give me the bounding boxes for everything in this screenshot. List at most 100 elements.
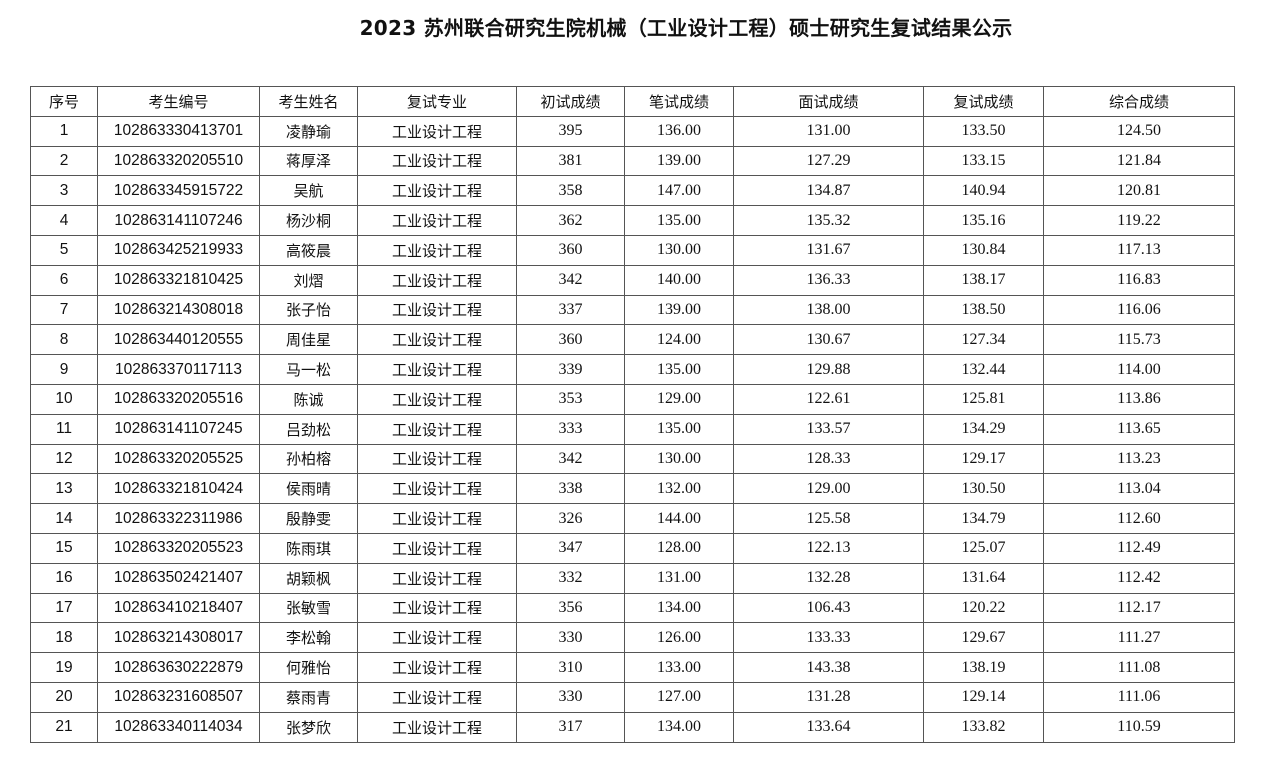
- cell-name: 张子怡: [259, 294, 358, 326]
- cell-major: 工业设计工程: [357, 413, 517, 445]
- table-row: 9 102863370117113 马一松 工业设计工程 339 135.00 129.88…: [30, 354, 1235, 385]
- cell-major: 工业设计工程: [357, 205, 517, 236]
- table-row: 18 102863214308017 李松翰 工业设计工程 330 126.00 133.3…: [30, 622, 1235, 654]
- cell-total-score: 110.59: [1043, 711, 1235, 743]
- cell-prelim-score: 347: [516, 532, 625, 564]
- cell-seq: 13: [30, 473, 98, 505]
- cell-seq: 16: [30, 562, 98, 594]
- cell-major: 工业设计工程: [357, 473, 517, 505]
- table-row: 1 102863330413701 凌静瑜 工业设计工程 395 136.00 131.00…: [30, 115, 1235, 147]
- cell-written-score: 140.00: [624, 264, 734, 296]
- cell-written-score: 130.00: [624, 234, 734, 266]
- cell-candidate-id: 102863321810425: [97, 264, 260, 296]
- cell-retest-score: 133.15: [923, 145, 1044, 177]
- cell-candidate-id: 102863370117113: [97, 354, 260, 385]
- table-row: 21 102863340114034 张梦欣 工业设计工程 317 134.00 133.6…: [30, 711, 1235, 743]
- cell-major: 工业设计工程: [357, 234, 517, 266]
- cell-retest-score: 133.50: [923, 115, 1044, 147]
- cell-name: 陈诚: [259, 383, 358, 415]
- cell-name: 凌静瑜: [259, 115, 358, 147]
- cell-seq: 12: [30, 443, 98, 475]
- cell-name: 张敏雪: [259, 592, 358, 624]
- cell-name: 侯雨晴: [259, 473, 358, 505]
- cell-prelim-score: 337: [516, 294, 625, 326]
- cell-prelim-score: 360: [516, 324, 625, 356]
- cell-interview-score: 131.00: [733, 115, 924, 147]
- cell-interview-score: 143.38: [733, 652, 924, 683]
- cell-interview-score: 129.88: [733, 354, 924, 385]
- table-row: 12 102863320205525 孙柏榕 工业设计工程 342 130.00 128.3…: [30, 443, 1235, 475]
- cell-candidate-id: 102863330413701: [97, 115, 260, 147]
- cell-prelim-score: 317: [516, 711, 625, 743]
- cell-name: 周佳星: [259, 324, 358, 356]
- cell-total-score: 119.22: [1043, 205, 1235, 236]
- page-title: 2023 苏州联合研究生院机械（工业设计工程）硕士研究生复试结果公示: [359, 16, 1013, 40]
- cell-total-score: 120.81: [1043, 175, 1235, 207]
- cell-seq: 5: [30, 234, 98, 266]
- cell-interview-score: 133.64: [733, 711, 924, 743]
- cell-major: 工业设计工程: [357, 532, 517, 564]
- cell-interview-score: 125.58: [733, 503, 924, 534]
- cell-seq: 11: [30, 413, 98, 445]
- cell-interview-score: 133.33: [733, 622, 924, 654]
- cell-retest-score: 134.79: [923, 503, 1044, 534]
- cell-seq: 14: [30, 503, 98, 534]
- cell-written-score: 133.00: [624, 652, 734, 683]
- table-row: 3 102863345915722 吴航 工业设计工程 358 147.00 134.87 1…: [30, 175, 1235, 207]
- cell-seq: 1: [30, 115, 98, 147]
- cell-major: 工业设计工程: [357, 443, 517, 475]
- cell-interview-score: 136.33: [733, 264, 924, 296]
- cell-seq: 21: [30, 711, 98, 743]
- cell-prelim-score: 381: [516, 145, 625, 177]
- cell-retest-score: 130.50: [923, 473, 1044, 505]
- cell-name: 吴航: [259, 175, 358, 207]
- table-row: 15 102863320205523 陈雨琪 工业设计工程 347 128.00 122.1…: [30, 532, 1235, 564]
- cell-retest-score: 131.64: [923, 562, 1044, 594]
- cell-prelim-score: 330: [516, 681, 625, 713]
- cell-written-score: 147.00: [624, 175, 734, 207]
- table-row: 14 102863322311986 殷静雯 工业设计工程 326 144.00 125.5…: [30, 503, 1235, 534]
- cell-major: 工业设计工程: [357, 324, 517, 356]
- cell-prelim-score: 339: [516, 354, 625, 385]
- cell-candidate-id: 102863320205523: [97, 532, 260, 564]
- cell-written-score: 132.00: [624, 473, 734, 505]
- cell-total-score: 117.13: [1043, 234, 1235, 266]
- cell-retest-score: 138.19: [923, 652, 1044, 683]
- cell-major: 工业设计工程: [357, 711, 517, 743]
- table-header-row: 序号 考生编号 考生姓名 复试专业 初试成绩 笔试成绩 面试成绩 复试成绩 综合成绩: [30, 86, 1235, 117]
- table-row: 11 102863141107245 吕劲松 工业设计工程 333 135.00 133.5…: [30, 413, 1235, 445]
- cell-total-score: 113.23: [1043, 443, 1235, 475]
- cell-prelim-score: 338: [516, 473, 625, 505]
- column-header-written-score: 笔试成绩: [624, 86, 734, 117]
- table-row: 5 102863425219933 高筱晨 工业设计工程 360 130.00 131.67…: [30, 234, 1235, 266]
- cell-seq: 3: [30, 175, 98, 207]
- cell-retest-score: 129.67: [923, 622, 1044, 654]
- cell-candidate-id: 102863214308018: [97, 294, 260, 326]
- column-header-major: 复试专业: [357, 86, 517, 117]
- cell-total-score: 116.83: [1043, 264, 1235, 296]
- column-header-retest-score: 复试成绩: [923, 86, 1044, 117]
- table-row: 20 102863231608507 蔡雨青 工业设计工程 330 127.00 131.2…: [30, 681, 1235, 713]
- cell-major: 工业设计工程: [357, 592, 517, 624]
- cell-major: 工业设计工程: [357, 622, 517, 654]
- cell-interview-score: 131.67: [733, 234, 924, 266]
- cell-name: 张梦欣: [259, 711, 358, 743]
- cell-seq: 15: [30, 532, 98, 564]
- cell-total-score: 112.49: [1043, 532, 1235, 564]
- cell-name: 高筱晨: [259, 234, 358, 266]
- cell-total-score: 112.17: [1043, 592, 1235, 624]
- cell-candidate-id: 102863214308017: [97, 622, 260, 654]
- cell-interview-score: 134.87: [733, 175, 924, 207]
- cell-written-score: 135.00: [624, 205, 734, 236]
- cell-candidate-id: 102863141107245: [97, 413, 260, 445]
- cell-name: 马一松: [259, 354, 358, 385]
- cell-total-score: 113.65: [1043, 413, 1235, 445]
- cell-written-score: 135.00: [624, 413, 734, 445]
- cell-total-score: 111.27: [1043, 622, 1235, 654]
- cell-prelim-score: 356: [516, 592, 625, 624]
- cell-name: 刘熠: [259, 264, 358, 296]
- cell-interview-score: 132.28: [733, 562, 924, 594]
- cell-major: 工业设计工程: [357, 294, 517, 326]
- cell-interview-score: 122.61: [733, 383, 924, 415]
- cell-seq: 17: [30, 592, 98, 624]
